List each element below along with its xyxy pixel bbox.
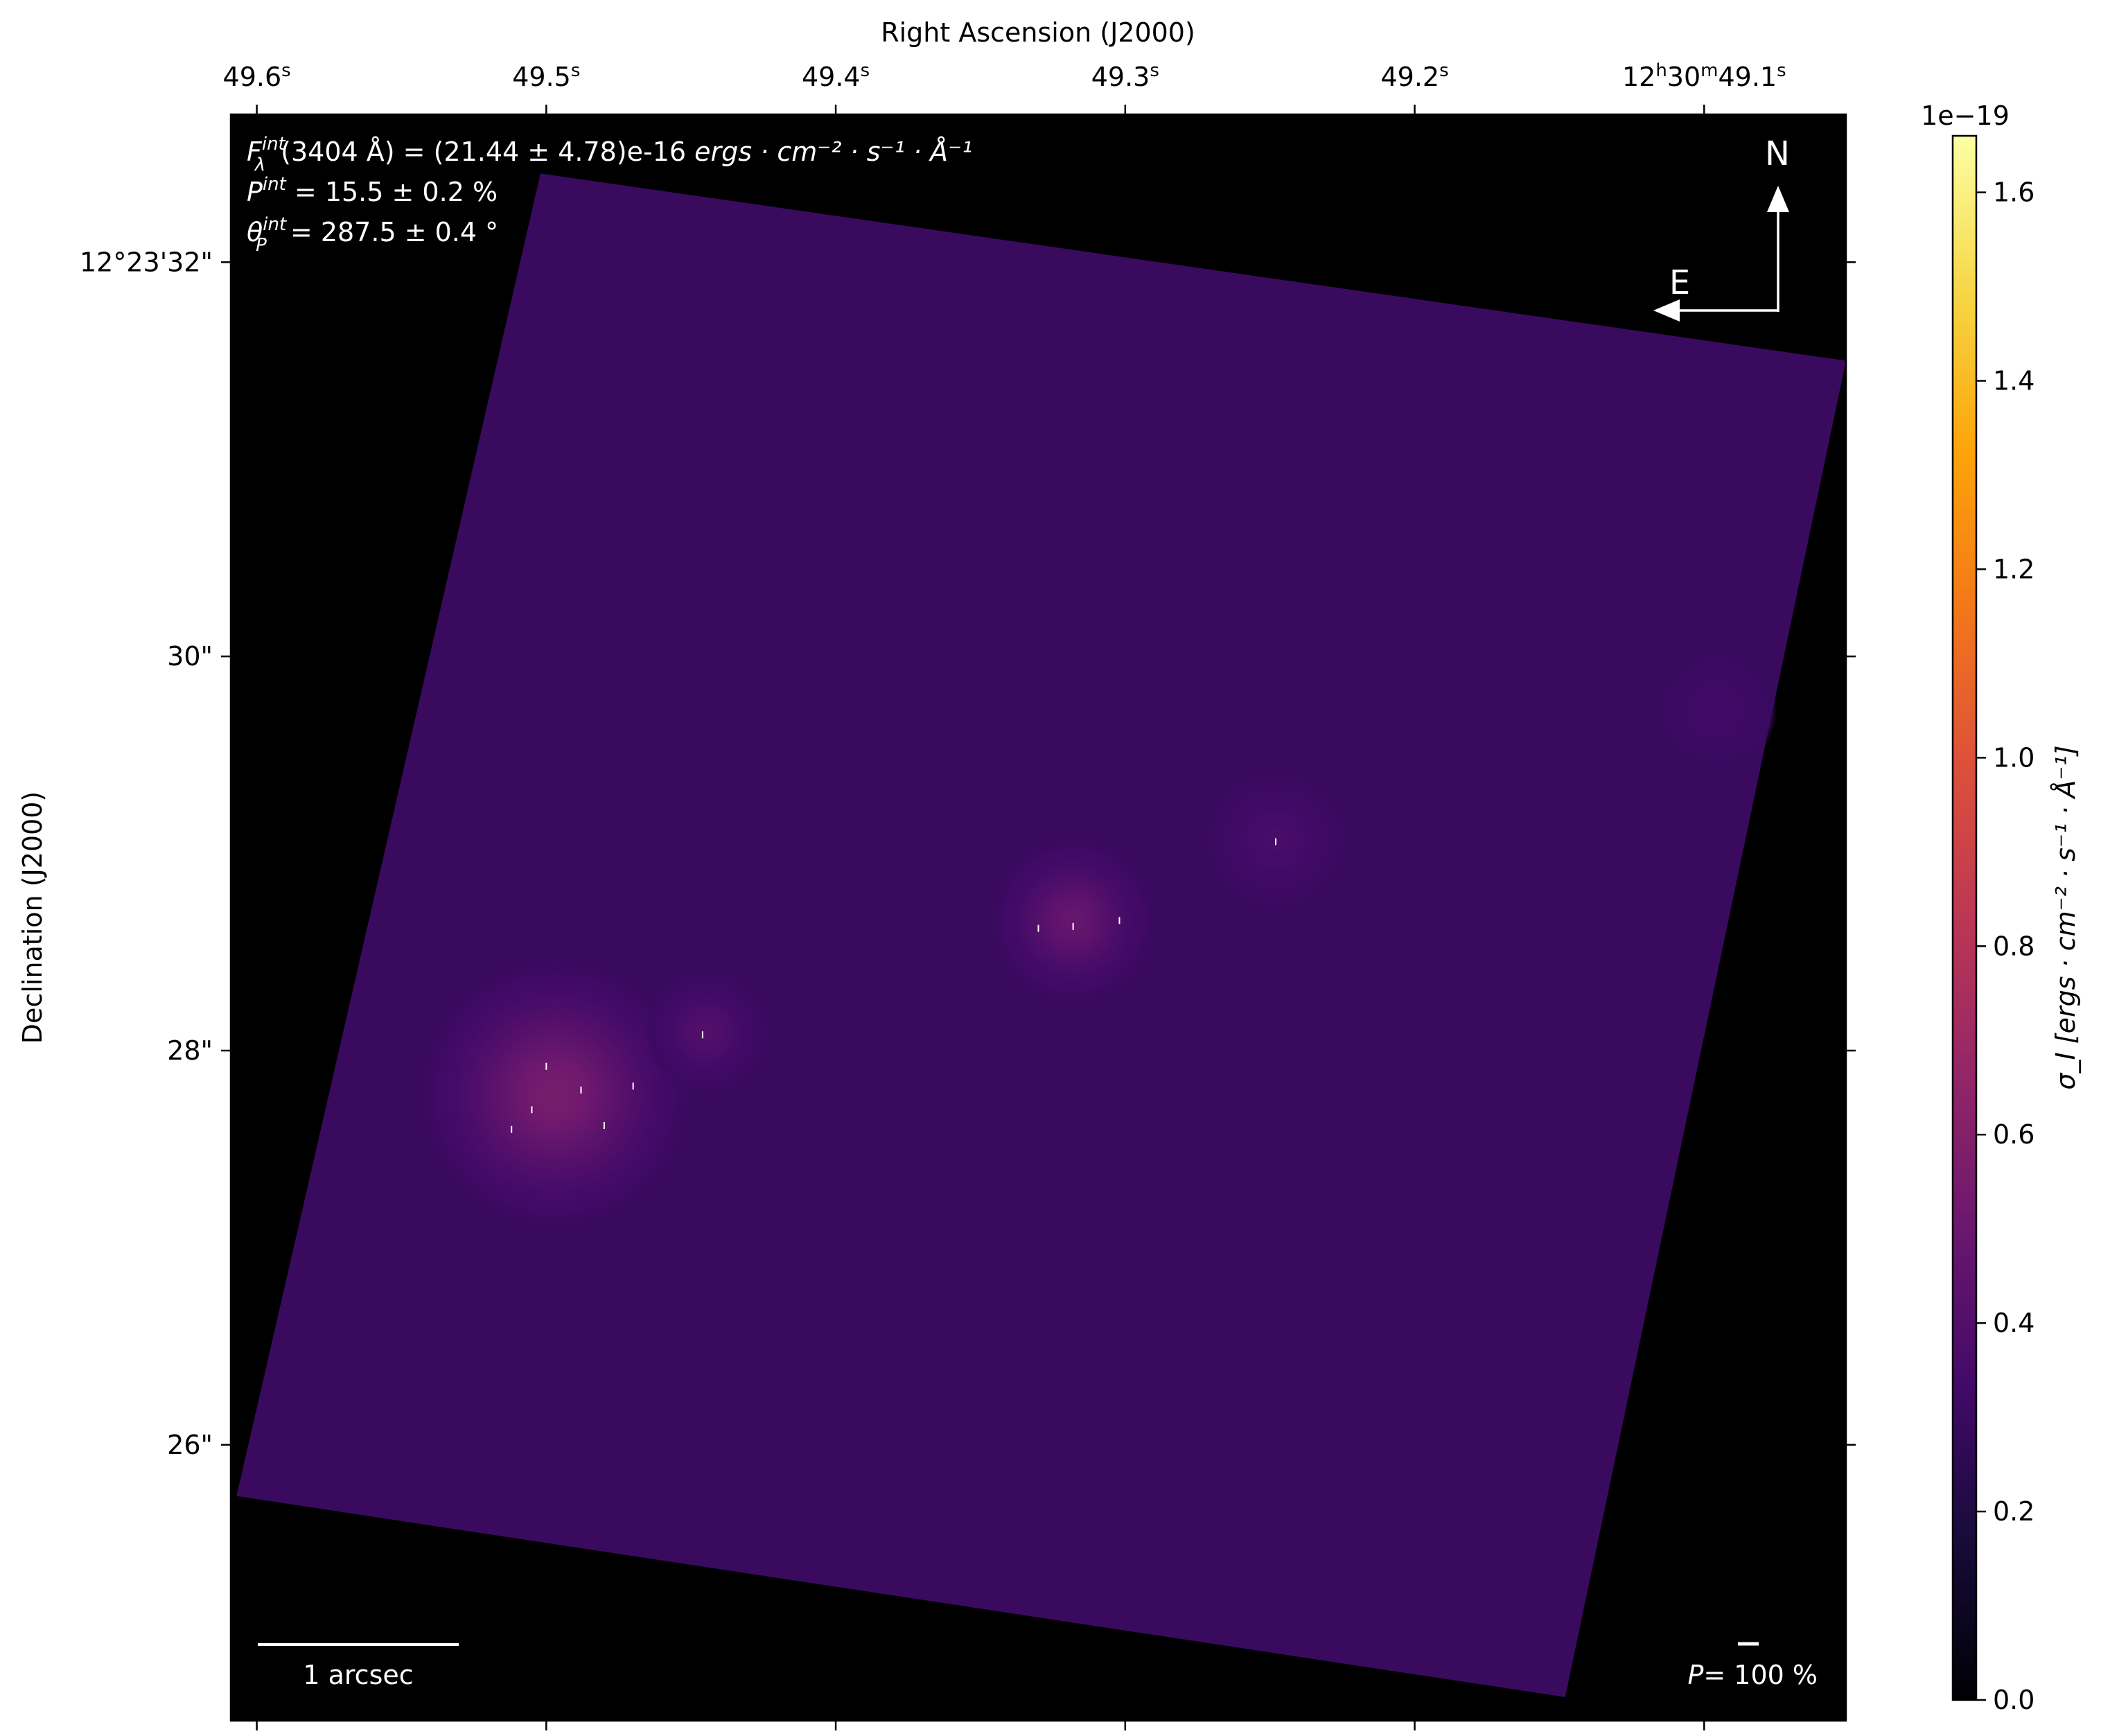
y-tick-label-0: 12°23'32" bbox=[80, 247, 213, 277]
y-axis-label: Declination (J2000) bbox=[17, 791, 48, 1044]
angle-annotation: θint P = 287.5 ± 0.4 ° bbox=[247, 214, 498, 256]
intensity-image bbox=[236, 173, 1846, 1697]
y-tick-label-2: 28" bbox=[167, 1035, 213, 1066]
x-tick-h-unit-5: h bbox=[1655, 60, 1667, 81]
source-3 bbox=[992, 840, 1154, 1001]
plot-frame bbox=[229, 113, 1847, 1722]
colorbar-tick-label-5: 1.0 bbox=[1993, 742, 2034, 773]
polarization-annotation: Pint = 15.5 ± 0.2 % bbox=[247, 174, 498, 207]
angle-sub: P bbox=[256, 235, 267, 256]
colorbar-tick-label-0: 0.0 bbox=[1993, 1685, 2034, 1715]
colorbar-tick-label-2: 0.4 bbox=[1993, 1308, 2034, 1338]
colorbar-tick-label-8: 1.6 bbox=[1993, 177, 2034, 208]
x-tick-label-2: 49.4s bbox=[802, 60, 870, 92]
pol-text: = 15.5 ± 0.2 % bbox=[286, 177, 498, 207]
x-tick-seconds-4: 49.2 bbox=[1380, 62, 1439, 92]
colorbar-label: σ_I [ergs · cm⁻² · s⁻¹ · Å⁻¹] bbox=[2050, 745, 2081, 1089]
scale-bar-label: 1 arcsec bbox=[303, 1660, 413, 1690]
colorbar-tick-label-3: 0.6 bbox=[1993, 1119, 2034, 1150]
flux-symbol: F bbox=[247, 137, 263, 167]
flux-text: (3404 Å) = (21.44 ± 4.78)e-16 bbox=[281, 137, 694, 167]
x-tick-s-unit-4: s bbox=[1439, 60, 1449, 81]
x-tick-s-unit-0: s bbox=[281, 60, 291, 81]
polarization-scale-label: P= 100 % bbox=[1687, 1660, 1818, 1690]
angle-symbol: θ bbox=[247, 217, 263, 247]
y-tick-label-1: 30" bbox=[167, 641, 213, 672]
pol-sup: int bbox=[263, 174, 287, 195]
x-tick-seconds-5: 49.1 bbox=[1718, 62, 1777, 92]
source-2 bbox=[644, 971, 767, 1095]
y-ticks: 12°23'32" 30" 28" 26" bbox=[80, 247, 1856, 1460]
colorbar bbox=[1951, 134, 1978, 1701]
colorbar-tick-label-1: 0.2 bbox=[1993, 1496, 2034, 1527]
x-tick-label-1: 49.5s bbox=[512, 60, 580, 92]
x-tick-label-3: 49.3s bbox=[1091, 60, 1159, 92]
source-5 bbox=[1654, 648, 1777, 771]
compass: N E bbox=[1653, 134, 1790, 322]
flux-annotation: Fint λ (3404 Å) = (21.44 ± 4.78)e-16 ergs … bbox=[247, 134, 972, 175]
x-tick-label-0: 49.6s bbox=[223, 60, 291, 92]
x-tick-s-unit-3: s bbox=[1150, 60, 1159, 81]
north-arrow-icon bbox=[1767, 186, 1789, 212]
flux-units: ergs · cm⁻² · s⁻¹ · Å⁻¹ bbox=[694, 137, 972, 167]
x-tick-m-unit-5: m bbox=[1700, 60, 1718, 81]
flux-sub: λ bbox=[254, 155, 265, 175]
x-tick-seconds-1: 49.5 bbox=[512, 62, 571, 92]
angle-text: = 287.5 ± 0.4 ° bbox=[282, 217, 498, 247]
colorbar-tick-label-4: 0.8 bbox=[1993, 931, 2034, 961]
north-label: N bbox=[1765, 134, 1790, 173]
x-tick-s-unit-5: s bbox=[1777, 60, 1786, 81]
east-arrow-icon bbox=[1653, 299, 1680, 322]
colorbar-tick-label-6: 1.2 bbox=[1993, 554, 2034, 584]
polarization-vectors bbox=[511, 838, 1277, 1133]
x-tick-label-5: 12h30m49.1s bbox=[1622, 60, 1786, 92]
x-tick-seconds-2: 49.4 bbox=[802, 62, 861, 92]
x-tick-s-unit-2: s bbox=[861, 60, 870, 81]
y-tick-label-3: 26" bbox=[167, 1430, 213, 1460]
x-tick-seconds-3: 49.3 bbox=[1091, 62, 1150, 92]
x-tick-hours-5: 12 bbox=[1622, 62, 1655, 92]
source-1 bbox=[422, 961, 687, 1227]
colorbar-offset-label: 1e−19 bbox=[1921, 100, 2010, 131]
colorbar-ticks: 0.0 0.2 0.4 0.6 0.8 1.0 1.2 1.4 1.6 bbox=[1976, 177, 2034, 1715]
x-tick-minutes-5: 30 bbox=[1667, 62, 1700, 92]
pol-scale-text: = 100 % bbox=[1703, 1660, 1818, 1690]
pol-symbol: P bbox=[247, 177, 263, 207]
east-label: E bbox=[1669, 263, 1690, 302]
x-tick-seconds-0: 49.6 bbox=[223, 62, 282, 92]
x-tick-s-unit-1: s bbox=[571, 60, 581, 81]
angle-sup: int bbox=[263, 214, 287, 235]
x-ticks: 49.6s 49.5s 49.4s 49.3s 49.2s 12h30m49.1s bbox=[223, 60, 1786, 1730]
flux-sup: int bbox=[262, 134, 286, 155]
colorbar-tick-label-7: 1.4 bbox=[1993, 366, 2034, 396]
x-axis-label: Right Ascension (J2000) bbox=[881, 17, 1195, 48]
pol-scale-symbol: P bbox=[1687, 1660, 1703, 1690]
x-tick-label-4: 49.2s bbox=[1380, 60, 1448, 92]
